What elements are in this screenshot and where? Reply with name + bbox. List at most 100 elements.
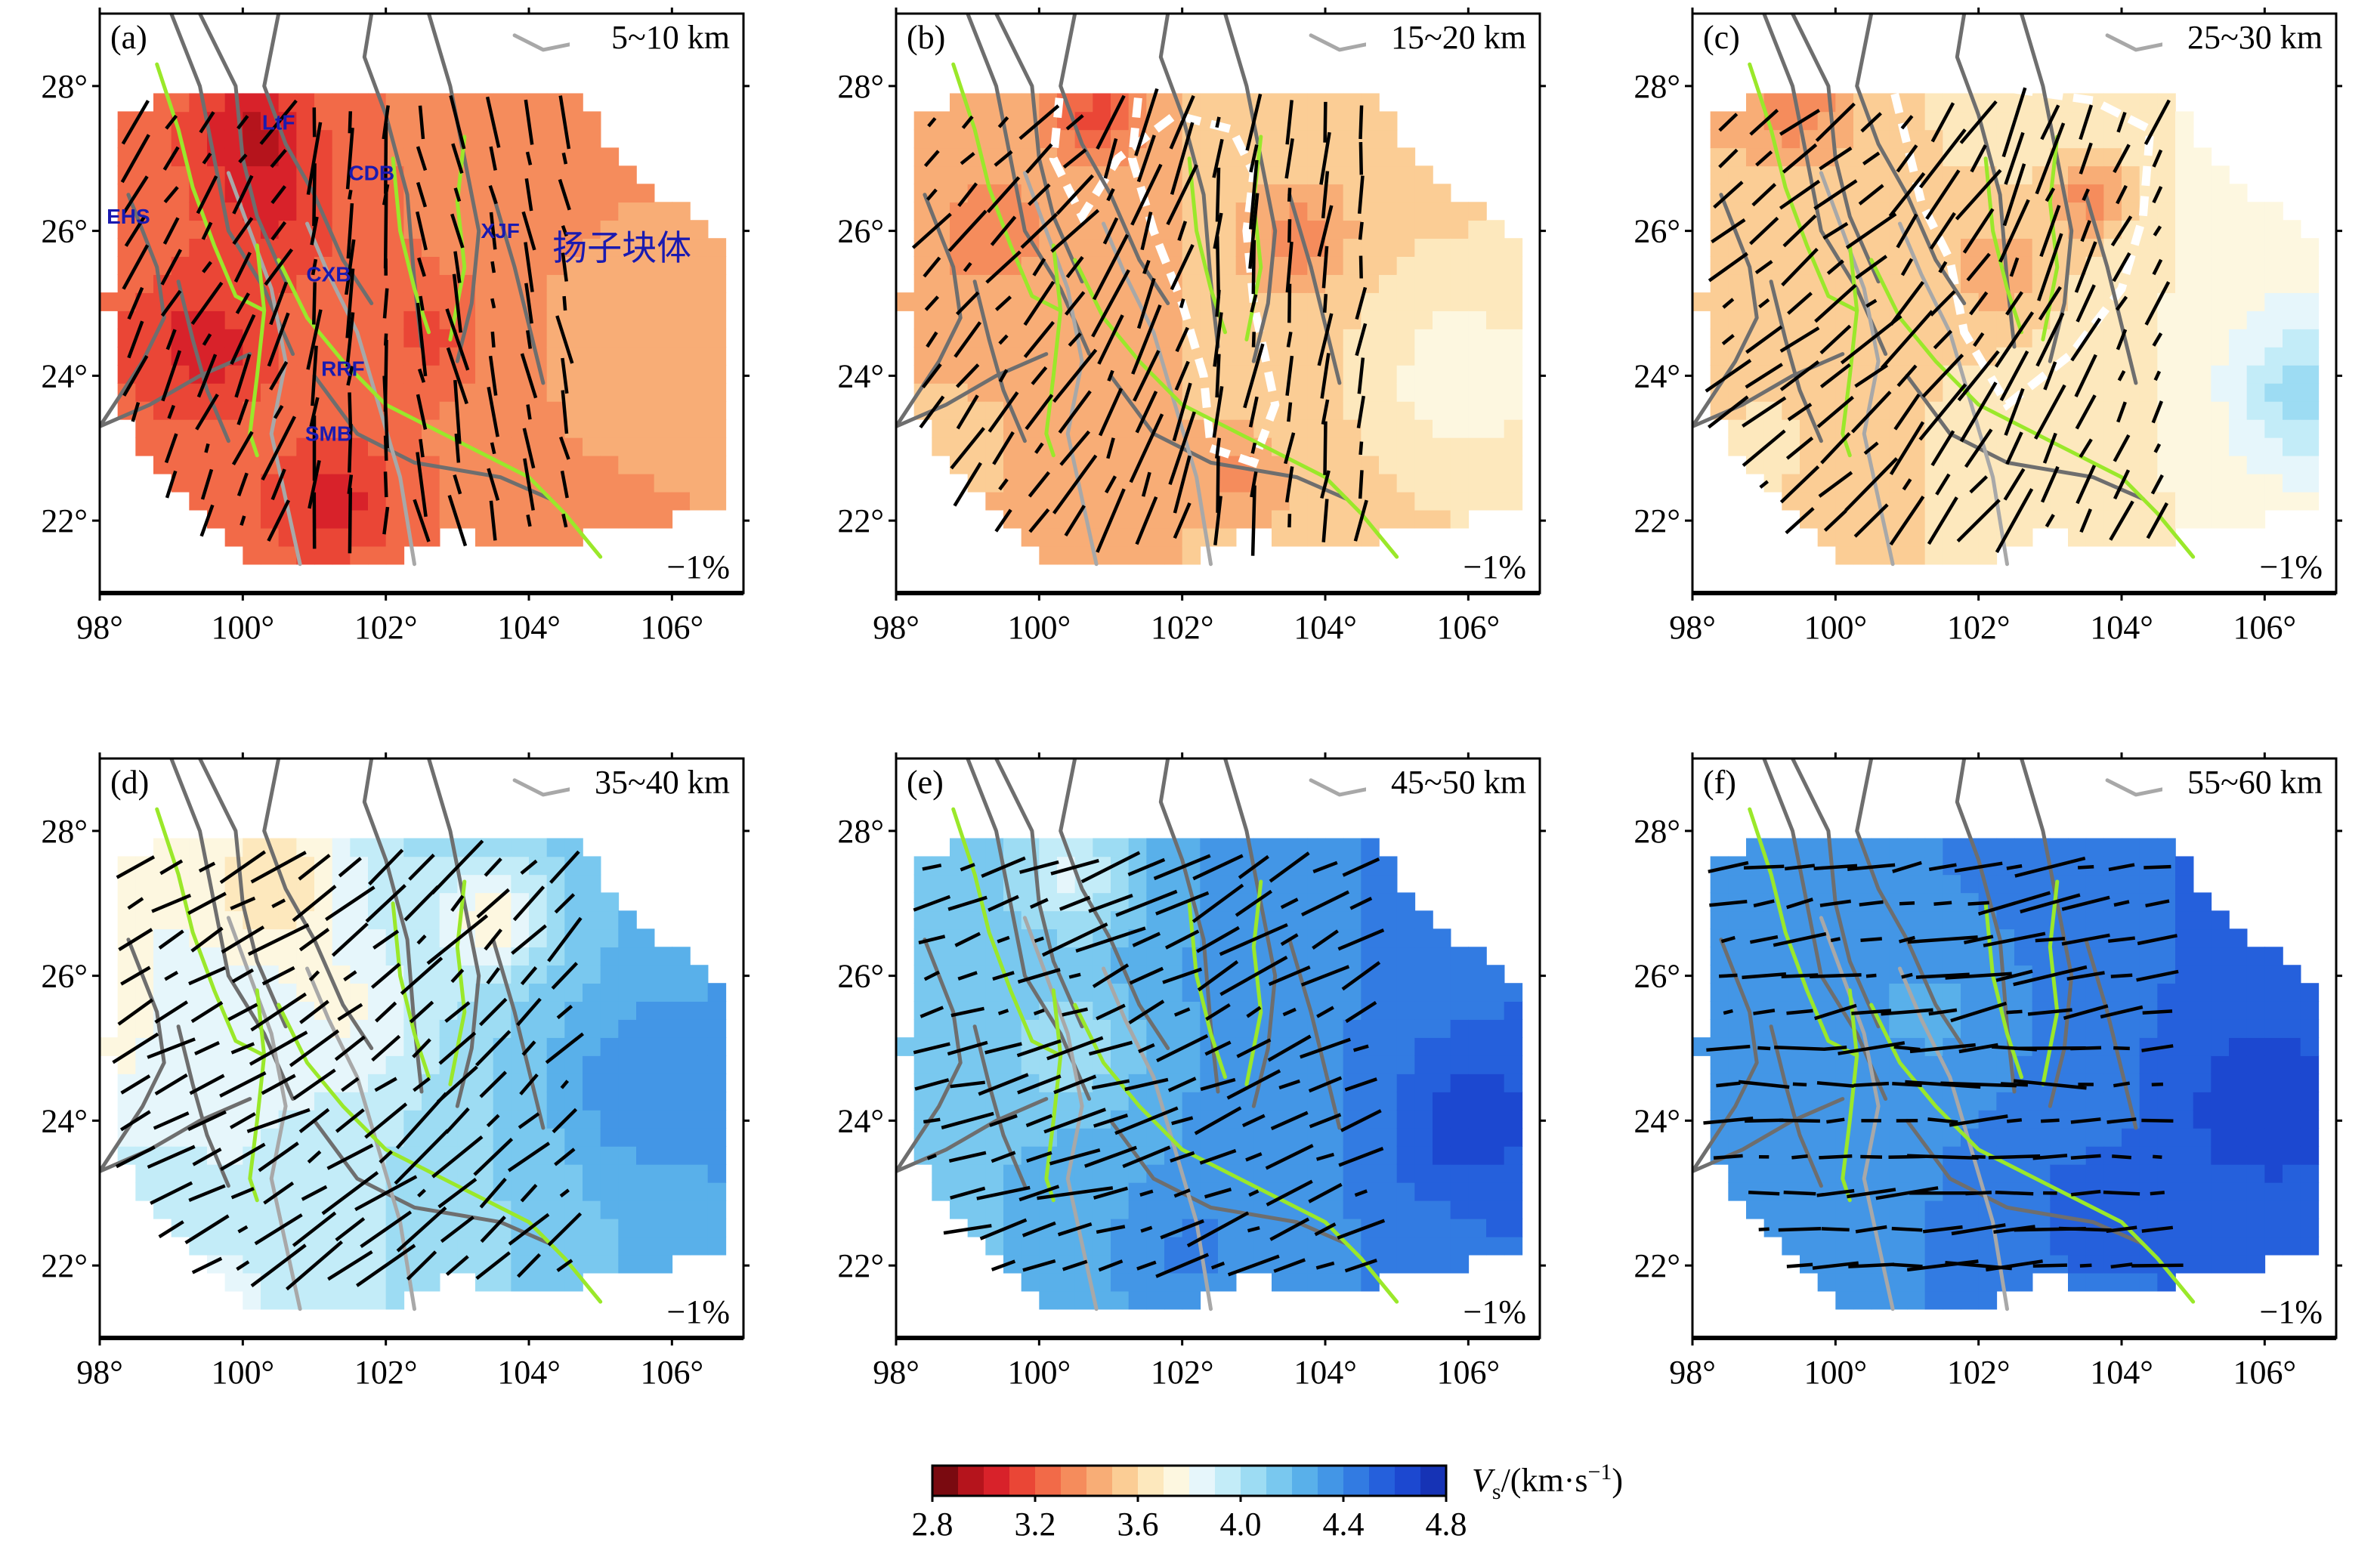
anisotropy-bar	[1068, 332, 1082, 348]
velocity-cell	[1468, 1092, 1487, 1111]
anisotropy-bar	[310, 216, 319, 246]
anisotropy-bar	[1179, 298, 1185, 309]
velocity-cell	[1710, 111, 1729, 131]
velocity-cell	[1450, 202, 1470, 221]
anisotropy-bar	[1278, 1079, 1301, 1090]
anisotropy-bar	[2152, 186, 2163, 204]
anisotropy-bar	[162, 146, 180, 171]
velocity-cell	[153, 129, 172, 149]
velocity-cell	[1396, 1019, 1416, 1038]
velocity-cell	[493, 1092, 512, 1111]
anisotropy-bar	[196, 354, 218, 398]
axis-ticks: 98° 100° 102° 104° 106°22°24°26°28°	[41, 8, 750, 646]
velocity-cell	[1343, 93, 1362, 113]
anisotropy-bar	[1935, 473, 1951, 496]
anisotropy-bar	[120, 965, 151, 986]
velocity-cell	[403, 111, 422, 131]
velocity-cell	[1468, 1200, 1487, 1219]
velocity-cell	[600, 983, 620, 1002]
anisotropy-bar	[335, 1217, 366, 1242]
anisotropy-bar	[370, 962, 401, 989]
anisotropy-bar	[1287, 187, 1292, 202]
anisotropy-bar	[165, 114, 178, 130]
velocity-cell	[600, 419, 620, 438]
major-fault-trace	[1073, 1003, 1399, 1304]
anisotropy-bar	[981, 856, 1026, 878]
velocity-cell	[332, 382, 351, 402]
velocity-cell	[457, 491, 476, 511]
velocity-cell	[350, 473, 369, 493]
velocity-cell	[2264, 382, 2283, 402]
velocity-cell	[2050, 419, 2069, 438]
anisotropy-bar	[236, 115, 249, 130]
velocity-cell	[314, 1272, 333, 1292]
velocity-cell	[493, 329, 512, 348]
velocity-cell	[1361, 220, 1380, 239]
velocity-cell	[636, 1236, 655, 1256]
velocity-cell	[1746, 184, 1765, 203]
anisotropy-bar	[1213, 312, 1223, 367]
anisotropy-bar	[518, 1112, 540, 1129]
velocity-cell	[243, 1290, 261, 1310]
anisotropy-bar	[560, 1080, 570, 1089]
anisotropy-bar	[561, 252, 568, 282]
velocity-cell	[1396, 364, 1416, 384]
velocity-cell	[1433, 1001, 1451, 1020]
velocity-cell	[1486, 437, 1505, 456]
anisotropy-bar	[2045, 514, 2055, 528]
velocity-cell	[439, 1092, 459, 1111]
velocity-cell	[422, 111, 440, 131]
velocity-cell	[546, 129, 566, 149]
velocity-cell	[1782, 147, 1800, 167]
velocity-cell	[2283, 238, 2301, 257]
velocity-cell	[1782, 419, 1800, 438]
velocity-cell	[636, 382, 655, 402]
velocity-cell	[368, 202, 387, 221]
anisotropy-bar	[230, 1187, 255, 1200]
velocity-cell	[529, 419, 548, 438]
velocity-cell	[1343, 238, 1362, 257]
velocity-cell	[583, 220, 601, 239]
velocity-cell	[189, 129, 208, 149]
velocity-cell	[1093, 838, 1111, 857]
velocity-cell	[1889, 491, 1908, 511]
velocity-cell	[2283, 455, 2301, 474]
velocity-cell	[1504, 1055, 1523, 1074]
velocity-cell	[1450, 274, 1470, 293]
velocity-cell	[1128, 1254, 1148, 1274]
anisotropy-bar	[240, 515, 246, 526]
velocity-cell	[654, 965, 673, 984]
anisotropy-bar	[561, 152, 568, 165]
anisotropy-bar	[153, 1111, 190, 1130]
velocity-cell	[1414, 965, 1433, 984]
anisotropy-bar	[1173, 502, 1192, 539]
velocity-cell	[1307, 184, 1326, 203]
velocity-cell	[2175, 437, 2194, 456]
velocity-cell	[2211, 310, 2230, 329]
velocity-cell	[950, 947, 969, 966]
panel-letter: (d)	[110, 764, 149, 801]
velocity-cell	[368, 509, 387, 529]
velocity-cell	[2157, 455, 2176, 474]
velocity-cell	[1272, 256, 1290, 275]
anisotropy-bar	[453, 251, 462, 283]
boundary-trace	[512, 778, 581, 797]
velocity-cell	[583, 274, 601, 293]
fault-trace	[896, 352, 1049, 428]
velocity-cell	[1433, 1055, 1451, 1074]
velocity-cell	[475, 527, 494, 547]
velocity-cell	[1021, 1236, 1040, 1256]
anisotropy-bar	[994, 295, 1012, 311]
anisotropy-bar	[1192, 883, 1244, 923]
velocity-cell	[967, 947, 987, 966]
anisotropy-bar	[261, 965, 295, 986]
velocity-cell	[2246, 292, 2266, 311]
velocity-cell	[1943, 527, 1961, 547]
velocity-cell	[1343, 1272, 1362, 1292]
velocity-cell	[1057, 1127, 1076, 1147]
anisotropy-bar	[489, 212, 497, 250]
velocity-cell	[1450, 1037, 1470, 1056]
velocity-cell	[690, 437, 709, 456]
anisotropy-bar	[2035, 312, 2065, 367]
anisotropy-bar	[1106, 437, 1115, 459]
